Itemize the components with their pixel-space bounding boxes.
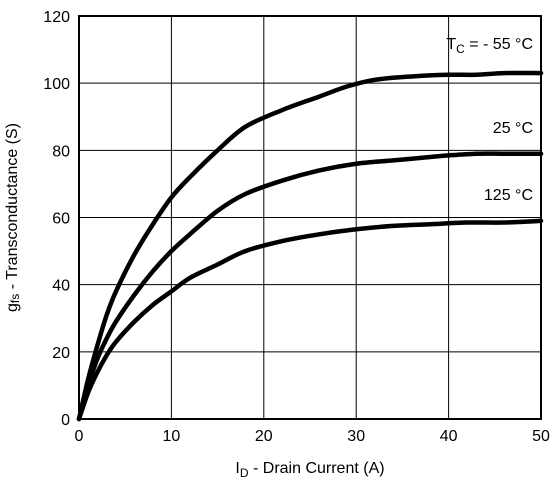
y-axis-label: gfs - Transconductance (S)	[4, 123, 22, 312]
x-tick-label: 30	[347, 428, 365, 445]
curve-label: TC = - 55 °C	[446, 36, 533, 56]
plot-border	[78, 15, 542, 420]
curve-label: 125 °C	[484, 187, 533, 204]
y-tick-label: 20	[52, 345, 70, 362]
y-tick-label: 40	[52, 278, 70, 295]
x-tick-label: 0	[75, 428, 84, 445]
y-tick-label: 80	[52, 143, 70, 160]
curves	[76, 70, 544, 422]
curve-label: 25 °C	[493, 120, 533, 137]
curve-labels: TC = - 55 °C 25 °C 125 °C	[446, 36, 533, 204]
x-tick-label: 50	[532, 428, 550, 445]
y-tick-label: 100	[43, 76, 70, 93]
x-axis-label: ID - Drain Current (A)	[235, 460, 384, 480]
y-tick-label: 60	[52, 211, 70, 228]
curve-125c	[76, 218, 544, 422]
x-tick-label: 40	[440, 428, 458, 445]
curve-tc-minus-55c	[76, 70, 544, 422]
x-tick-label: 20	[255, 428, 273, 445]
x-tick-label: 10	[163, 428, 181, 445]
y-tick-label: 0	[61, 412, 70, 429]
y-tick-label: 120	[43, 9, 70, 26]
tick-labels: 0 10 20 30 40 50 0 20 40 60 80 100 120	[43, 9, 550, 445]
curve-25c	[76, 151, 544, 422]
